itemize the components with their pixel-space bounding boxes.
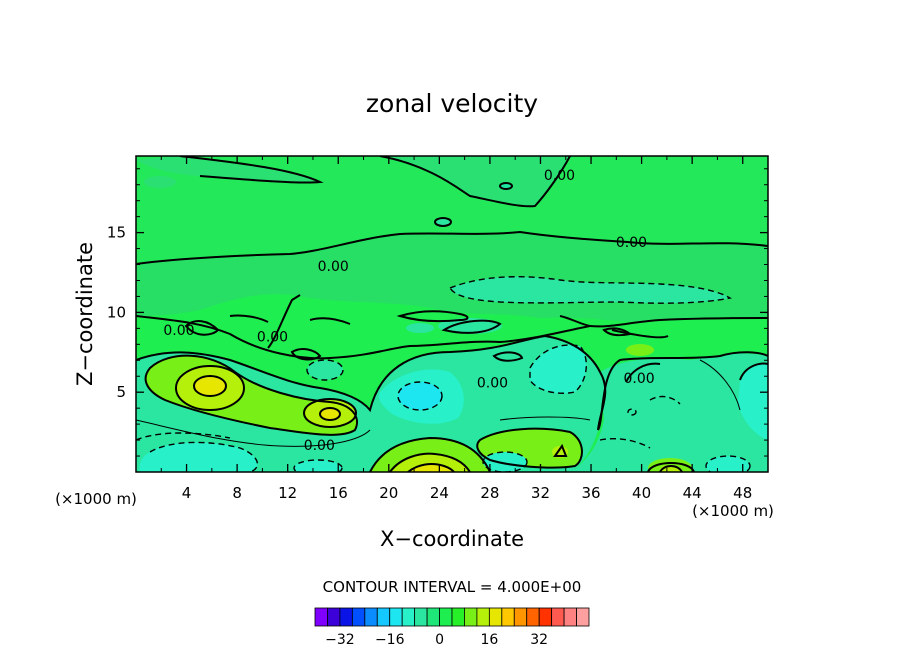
contour-interval-text: CONTOUR INTERVAL = 4.000E+00 xyxy=(323,578,582,596)
colorbar-swatch xyxy=(426,607,440,627)
colorbar-swatch xyxy=(451,607,465,627)
colorbar-swatch xyxy=(563,607,577,627)
x-tick-label: 12 xyxy=(278,484,297,502)
x-tick-label: 36 xyxy=(581,484,600,502)
min-region-11 xyxy=(626,344,654,356)
x-tick-label: 44 xyxy=(683,484,702,502)
colorbar-swatch xyxy=(364,607,378,627)
colorbar-swatch xyxy=(389,607,403,627)
colorbar-swatch xyxy=(551,607,565,627)
x-axis-label: X−coordinate xyxy=(380,527,524,551)
colorbar-swatch xyxy=(414,607,428,627)
blob-4 xyxy=(500,183,512,189)
x-axis: 4 8 12 16 20 24 28 32 36 40 44 48 xyxy=(160,156,752,502)
colorbar-swatch xyxy=(538,607,553,627)
colorbar-tick-label: −32 xyxy=(325,632,355,648)
colorbar-swatch xyxy=(488,607,503,627)
x-left-units: (×1000 m) xyxy=(55,490,137,508)
y-axis-label: Z−coordinate xyxy=(73,242,97,386)
solid-contours xyxy=(136,156,768,472)
colorbar-swatch xyxy=(526,607,540,627)
contour-label: 0.00 xyxy=(318,259,349,275)
contour-label: 0.00 xyxy=(477,376,508,392)
x-tick-label: 40 xyxy=(632,484,651,502)
thin-contours xyxy=(136,359,741,447)
colorbar-tick-label: 16 xyxy=(480,632,498,648)
contour-labels: 0.00 0.00 0.00 0.00 0.00 0.00 0.00 0.00 xyxy=(163,168,654,454)
colorbar-swatch xyxy=(327,607,341,627)
colorbar-swatch xyxy=(439,607,453,627)
colorbar-tick-label: 32 xyxy=(530,632,548,648)
min-region-4 xyxy=(139,442,258,472)
colorbar-swatch xyxy=(576,607,590,627)
x-tick-label: 48 xyxy=(733,484,752,502)
x-tick-label: 20 xyxy=(379,484,398,502)
min-region-9 xyxy=(450,276,730,304)
x-tick-label: 28 xyxy=(480,484,499,502)
dashed-contours xyxy=(136,276,751,472)
min-region-10 xyxy=(307,360,343,380)
contour-label: 0.00 xyxy=(623,371,654,387)
x-tick-label: 24 xyxy=(430,484,449,502)
min-region-2 xyxy=(398,382,442,410)
y-tick-label: 10 xyxy=(107,303,126,321)
contour-label: 0.00 xyxy=(616,235,647,251)
min-region-5 xyxy=(294,460,342,472)
colorbar-swatch xyxy=(513,607,528,627)
colorbar-labels: −32 −16 0 16 32 xyxy=(325,632,548,648)
colorbar-swatch xyxy=(501,607,515,627)
top-region-right xyxy=(380,156,570,207)
blob-2 xyxy=(406,323,434,333)
colorbar-swatch xyxy=(339,607,353,627)
min-region-3 xyxy=(530,344,587,394)
colorbar-tick-label: −16 xyxy=(375,632,405,648)
plot-area xyxy=(136,156,768,472)
contour-label: 0.00 xyxy=(544,168,575,184)
y-tick-label: 15 xyxy=(107,224,126,242)
max-region-5 xyxy=(320,408,340,420)
y-tick-label: 5 xyxy=(116,383,126,401)
colorbar-swatch xyxy=(351,607,366,627)
colorbar-tick-label: 0 xyxy=(435,632,444,648)
x-tick-label: 16 xyxy=(329,484,348,502)
x-tick-label: 4 xyxy=(182,484,192,502)
contour-label: 0.00 xyxy=(304,438,335,454)
colorbar-swatch xyxy=(476,607,490,627)
chart-title: zonal velocity xyxy=(366,89,538,118)
top-region xyxy=(136,156,320,183)
colorbar-swatch xyxy=(314,607,328,627)
min-region-6 xyxy=(483,452,527,472)
contour-label: 0.00 xyxy=(163,323,194,339)
colorbar-swatch xyxy=(376,607,391,627)
colorbar-swatch xyxy=(401,607,416,627)
plot-frame xyxy=(135,155,769,473)
x-right-units: (×1000 m) xyxy=(692,502,774,520)
colorbar xyxy=(314,607,590,627)
y-axis: 5 10 15 xyxy=(107,168,768,457)
blob-3 xyxy=(144,176,176,188)
min-region-8 xyxy=(738,363,768,440)
blob-5 xyxy=(435,218,451,226)
low-region-c xyxy=(570,353,768,472)
colorbar-swatch xyxy=(464,607,478,627)
max-region-3 xyxy=(194,376,226,396)
x-tick-label: 32 xyxy=(531,484,550,502)
x-tick-label: 8 xyxy=(232,484,242,502)
contour-label: 0.00 xyxy=(257,329,288,345)
